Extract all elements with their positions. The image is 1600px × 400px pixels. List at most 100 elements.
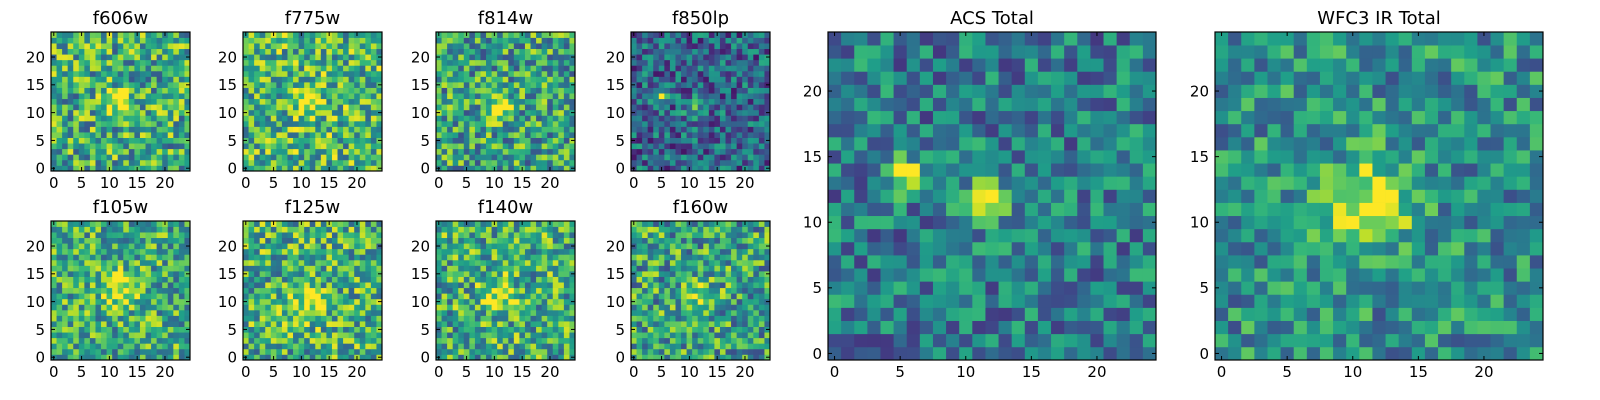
heatmap-cell (89, 132, 96, 138)
heatmap-cell (73, 293, 80, 300)
heatmap-cell (359, 115, 366, 122)
heatmap-cell (243, 126, 249, 133)
heatmap-cell (259, 65, 266, 72)
heatmap-cell (664, 276, 671, 283)
panel-title: f814w (478, 8, 533, 29)
heatmap-cell (309, 304, 316, 311)
heatmap-cell (326, 70, 333, 77)
heatmap-cell (681, 293, 687, 300)
heatmap-cell (259, 326, 266, 333)
heatmap-cell (552, 276, 559, 283)
heatmap-cell (497, 65, 504, 72)
heatmap-cell (530, 37, 537, 44)
x-tick-label: 10 (100, 363, 119, 381)
heatmap-cell (348, 298, 355, 305)
heatmap-cell (497, 59, 504, 66)
heatmap-cell (259, 143, 266, 150)
heatmap-cell (117, 32, 124, 38)
heatmap-cell (441, 259, 448, 266)
heatmap-cell (151, 282, 157, 289)
heatmap-cell (463, 343, 470, 350)
heatmap-cell (692, 70, 699, 77)
heatmap-cell (78, 143, 85, 150)
heatmap-cell (452, 104, 459, 111)
heatmap-cell (502, 87, 509, 94)
heatmap-cell (664, 315, 671, 322)
heatmap-cell (497, 309, 504, 316)
heatmap-cell (298, 337, 305, 344)
heatmap-cell (139, 298, 146, 305)
heatmap-cell (320, 254, 327, 261)
heatmap-cell (469, 159, 476, 166)
heatmap-cell (128, 115, 135, 122)
heatmap-cell (502, 165, 509, 172)
heatmap-cell (370, 259, 377, 266)
heatmap-cell (636, 276, 643, 283)
heatmap-cell (502, 293, 509, 300)
heatmap-cell (62, 326, 69, 333)
heatmap-cell (747, 159, 754, 166)
heatmap-cell (139, 109, 146, 116)
heatmap-cell (276, 232, 283, 239)
heatmap-cell (248, 309, 255, 316)
heatmap-cell (178, 76, 185, 83)
heatmap-cell (173, 309, 180, 316)
heatmap-cell (703, 337, 710, 344)
y-tick-label: 10 (411, 104, 430, 122)
heatmap-cell (742, 65, 749, 72)
heatmap-cell (742, 282, 749, 289)
heatmap-cell (563, 271, 570, 277)
heatmap-cell (370, 243, 377, 250)
heatmap-cell (248, 321, 255, 327)
heatmap-cell (67, 298, 74, 305)
heatmap-cell (304, 298, 311, 305)
heatmap-cell (370, 104, 377, 111)
heatmap-cell (508, 82, 515, 88)
heatmap-cell (51, 248, 57, 255)
heatmap-cell (636, 348, 643, 355)
heatmap-cell (731, 337, 737, 344)
heatmap-cell (95, 315, 102, 322)
heatmap-cell (541, 120, 548, 127)
heatmap-cell (320, 343, 327, 350)
heatmap-cell (365, 221, 372, 227)
heatmap-cell (463, 59, 470, 66)
heatmap-cell (287, 332, 294, 339)
heatmap-cell (458, 348, 465, 355)
heatmap-cell (569, 115, 576, 122)
heatmap-cell (265, 104, 272, 111)
heatmap-cell (497, 98, 504, 105)
heatmap-cell (502, 37, 509, 44)
heatmap-cell (463, 254, 470, 261)
heatmap-cell (764, 343, 771, 350)
heatmap-cell (719, 82, 726, 88)
heatmap-cell (647, 115, 654, 122)
heatmap-cell (320, 109, 327, 116)
heatmap-cell (326, 276, 333, 283)
heatmap-cell (486, 248, 492, 255)
y-tick-label: 10 (26, 104, 45, 122)
heatmap-cell (491, 309, 498, 316)
heatmap-cell (254, 159, 261, 166)
heatmap-cell (658, 59, 665, 66)
heatmap-cell (184, 132, 191, 138)
heatmap-cell (337, 87, 344, 94)
heatmap-cell (524, 243, 531, 250)
heatmap-cell (736, 354, 743, 361)
heatmap-cell (56, 98, 63, 105)
heatmap-cell (167, 159, 174, 166)
heatmap-cell (519, 159, 526, 166)
heatmap-cell (541, 293, 548, 300)
x-tick-label: 10 (680, 174, 699, 192)
heatmap-cell (78, 43, 85, 50)
heatmap-cell (708, 321, 715, 327)
heatmap-cell (708, 315, 715, 322)
heatmap-cell (337, 165, 344, 172)
heatmap-cell (248, 43, 255, 50)
heatmap-cell (139, 243, 146, 250)
heatmap-cell (145, 343, 152, 350)
heatmap-cell (547, 82, 554, 88)
heatmap-cell (513, 65, 520, 72)
heatmap-cell (463, 82, 470, 88)
heatmap-cell (370, 43, 377, 50)
